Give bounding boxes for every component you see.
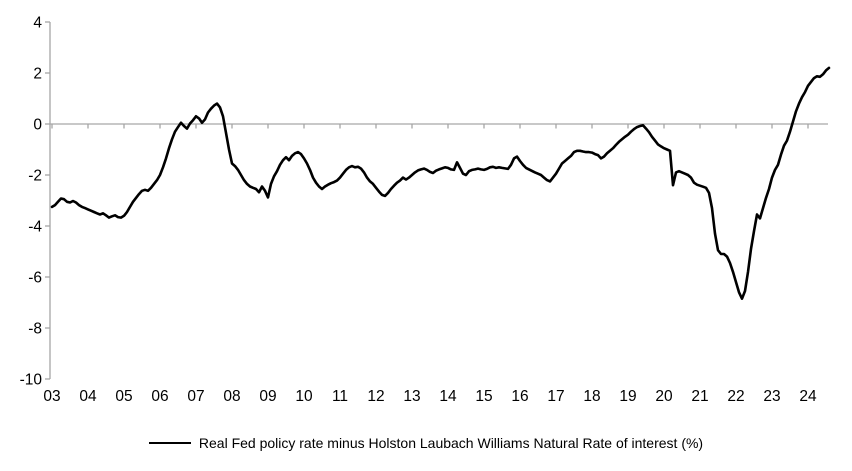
y-tick-label: -6 <box>28 270 42 287</box>
x-tick-label: 03 <box>43 388 60 405</box>
y-tick-label: 2 <box>33 66 42 83</box>
x-tick-label: 04 <box>79 388 97 405</box>
x-tick-label: 13 <box>403 388 420 405</box>
legend-line-swatch <box>148 442 191 444</box>
x-tick-label: 12 <box>367 388 384 405</box>
chart-canvas: 420-2-4-6-8-10 03 04 05 06 07 08 09 10 11 12 13 14 1… <box>20 15 831 405</box>
x-tick-label: 14 <box>439 388 457 405</box>
y-axis-tick-labels: 4 2 0 -2 -4 -6 -8 -10 <box>20 15 43 389</box>
y-tick-label: -8 <box>28 321 42 338</box>
x-tick-label: 17 <box>547 388 564 405</box>
x-axis-tick-labels: 03 04 05 06 07 08 09 10 11 12 13 14 15 16 17 18 19 20 21 22… <box>43 388 817 405</box>
x-tick-label: 10 <box>295 388 313 405</box>
x-tick-label: 22 <box>727 388 744 405</box>
y-tick-label: 0 <box>33 117 42 134</box>
x-tick-label: 15 <box>475 388 492 405</box>
x-tick-label: 06 <box>151 388 168 405</box>
x-tick-label: 09 <box>259 388 276 405</box>
y-tick-label: -2 <box>28 168 42 185</box>
data-series-line <box>50 66 831 301</box>
x-tick-label: 08 <box>223 388 240 405</box>
line-chart: 4 2 0 -2 -4 -6 -8 -10 03 04 05 06 07 08 09 10 11 12 13 14 1… <box>20 15 831 405</box>
x-tick-label: 19 <box>619 388 636 405</box>
x-tick-label: 23 <box>763 388 780 405</box>
legend-label: Real Fed policy rate minus Holston Lauba… <box>198 435 704 451</box>
legend: Real Fed policy rate minus Holston Lauba… <box>0 435 852 451</box>
x-tick-label: 16 <box>511 388 528 405</box>
x-tick-label: 18 <box>583 388 600 405</box>
x-tick-label: 07 <box>187 388 204 405</box>
y-tick-label: -10 <box>20 372 43 389</box>
x-tick-label: 05 <box>115 388 132 405</box>
x-tick-label: 24 <box>799 388 817 405</box>
series-polyline <box>50 66 831 301</box>
x-tick-label: 20 <box>655 388 673 405</box>
y-tick-label: 4 <box>33 15 42 32</box>
x-tick-label: 11 <box>332 388 348 405</box>
y-tick-label: -4 <box>28 219 42 236</box>
x-tick-label: 21 <box>691 388 708 405</box>
